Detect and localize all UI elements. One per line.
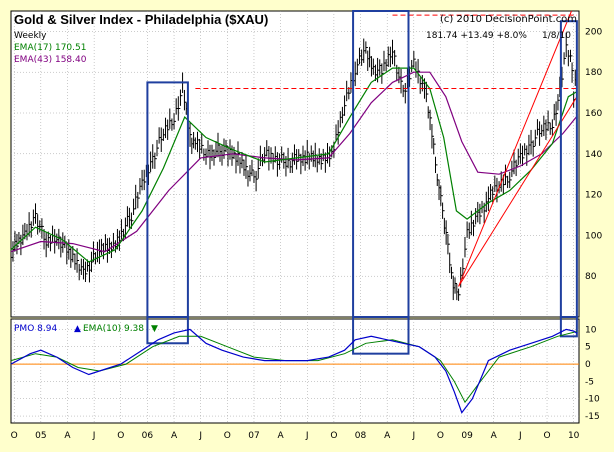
- pmo-y-tick-label: 5: [585, 343, 591, 353]
- copyright-text: (c) 2010 DecisionPoint.com: [440, 14, 577, 25]
- legend-pmo: PMO 8.94: [14, 324, 57, 334]
- x-tick-labels: O 05 A J O 06 A J O 07 A J O 08 A J O 09 A J O 10: [11, 431, 580, 441]
- x-tick-label: O: [11, 431, 18, 441]
- ema43-line: [10, 71, 578, 253]
- x-tick-label: 08: [355, 431, 367, 441]
- price-y-tick-label: 180: [585, 68, 602, 78]
- pmo-y-tick-label: 10: [585, 325, 597, 335]
- price-y-tick-label: 200: [585, 27, 602, 37]
- trend-channel-line: [458, 96, 578, 287]
- x-tick-label: A: [171, 431, 178, 441]
- x-tick-label: 06: [142, 431, 154, 441]
- price-y-tick-label: 100: [585, 231, 602, 241]
- x-tick-label: A: [384, 431, 391, 441]
- pmo-line: [10, 328, 578, 414]
- pmo-highlight-box: [559, 316, 578, 338]
- price-legend: EMA(17) 170.51 EMA(43) 158.40: [14, 43, 87, 65]
- x-tick-label: J: [411, 431, 415, 441]
- x-tick-label: A: [278, 431, 285, 441]
- quote-date: 1/8/10: [542, 31, 571, 41]
- ema17-line: [10, 67, 578, 263]
- x-tick-label: O: [224, 431, 231, 441]
- pmo-grid: [11, 319, 579, 423]
- x-tick-label: A: [64, 431, 71, 441]
- x-tick-label: A: [491, 431, 498, 441]
- x-tick-label: J: [92, 431, 96, 441]
- x-tick-label: O: [330, 431, 337, 441]
- x-tick-label: 10: [568, 431, 580, 441]
- x-tick-label: O: [437, 431, 444, 441]
- pmo-y-tick-label: -5: [585, 377, 594, 387]
- pmo-y-tick-label: -10: [585, 395, 600, 405]
- price-y-tick-label: 140: [585, 150, 602, 160]
- price-grid: [11, 11, 579, 317]
- price-y-tick-label: 80: [585, 272, 597, 282]
- x-tick-label: O: [117, 431, 124, 441]
- pmo-ema-down-arrow-icon: ▼: [151, 324, 158, 334]
- x-tick-label: 05: [35, 431, 46, 441]
- x-tick-label: J: [198, 431, 202, 441]
- pmo-y-tick-label: 0: [585, 360, 591, 370]
- x-tick-label: O: [543, 431, 550, 441]
- pmo-legend: PMO 8.94 ▲ EMA(10) 9.38 ▼: [14, 324, 158, 334]
- legend-pmo-ema: EMA(10) 9.38: [83, 324, 144, 334]
- series-layer: [10, 10, 578, 414]
- periodicity-label: Weekly: [14, 31, 47, 41]
- x-tick-label: J: [305, 431, 309, 441]
- price-panel: [10, 10, 580, 318]
- pmo-highlight-box: [352, 316, 410, 355]
- price-y-tick-labels: 200 180 160 140 120 100 80: [585, 27, 602, 282]
- trend-channel-line: [458, 10, 572, 287]
- x-tick-label: 07: [248, 431, 259, 441]
- chart-title: Gold & Silver Index - Philadelphia ($XAU…: [14, 12, 268, 27]
- pmo-y-tick-label: -15: [585, 412, 600, 422]
- pmo-y-tick-labels: 10 5 0 -5 -10 -15: [585, 325, 600, 422]
- legend-ema43: EMA(43) 158.40: [14, 55, 87, 65]
- legend-ema17: EMA(17) 170.51: [14, 43, 86, 53]
- price-y-tick-label: 160: [585, 109, 602, 119]
- x-tick-label: 09: [461, 431, 473, 441]
- price-y-tick-label: 120: [585, 191, 602, 201]
- pmo-up-arrow-icon: ▲: [74, 324, 81, 334]
- last-quote: 181.74 +13.49 +8.0%: [426, 31, 527, 41]
- x-tick-label: J: [518, 431, 522, 441]
